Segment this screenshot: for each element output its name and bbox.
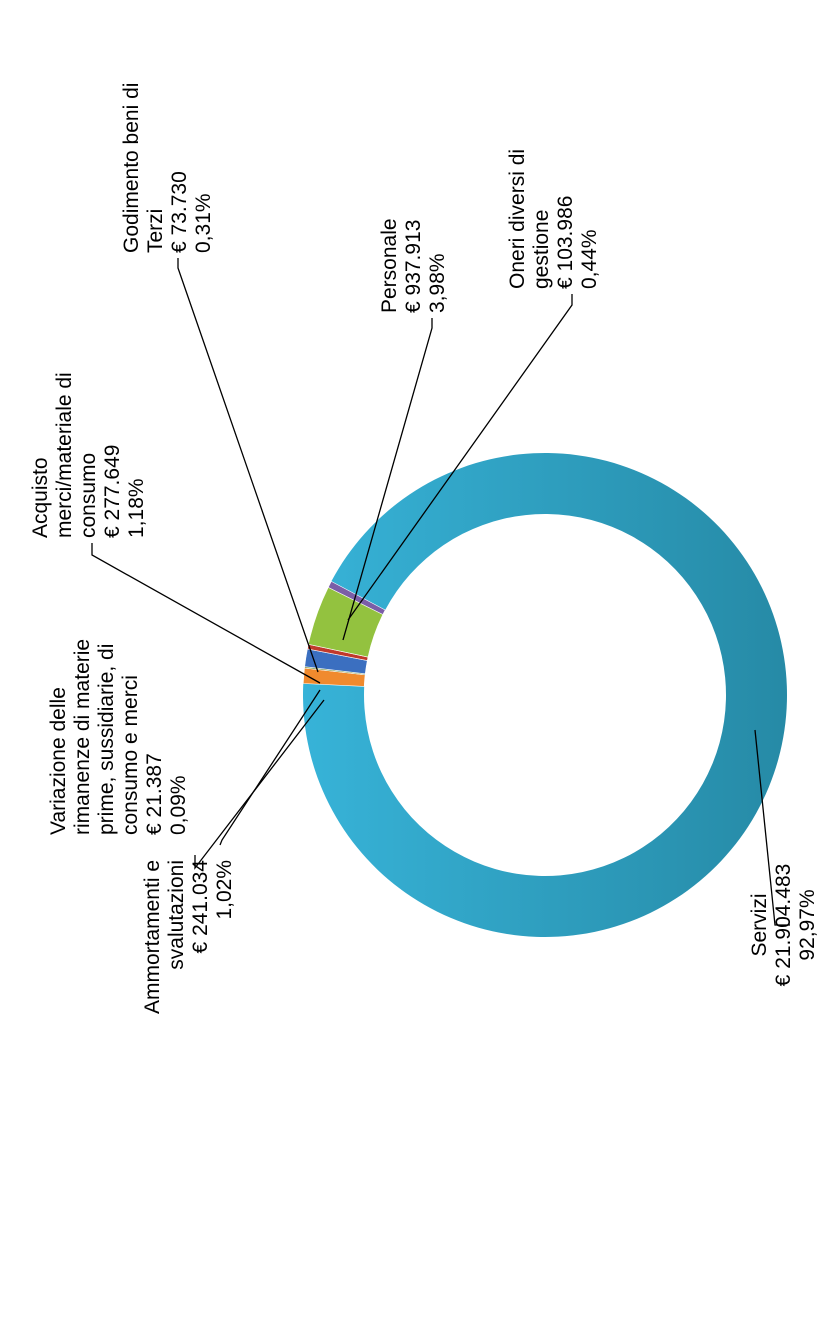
label-godimento: Godimento beni diTerzi€ 73.7300,31% xyxy=(120,83,215,253)
label-personale: Personale€ 937.9133,98% xyxy=(378,218,449,313)
label-ammortamenti: Ammortamenti esvalutazioni€ 241.0341,02% xyxy=(141,860,236,1014)
leader-godimento xyxy=(177,258,319,673)
donut-slices xyxy=(302,452,787,937)
label-variazione: Variazione dellerimanenze di materieprim… xyxy=(47,639,190,835)
label-servizi: Servizi€ 21.904.48392,97% xyxy=(748,864,819,987)
leader-personale xyxy=(342,318,433,641)
svg-text:Servizi€ 21.904.48392,97%: Servizi€ 21.904.48392,97% xyxy=(748,864,819,987)
label-oneri: Oneri diversi digestione€ 103.9860,44% xyxy=(506,149,601,289)
leader-servizi xyxy=(754,729,790,926)
svg-text:Personale€ 937.9133,98%: Personale€ 937.9133,98% xyxy=(378,218,449,313)
svg-text:Acquistomerci/materiale dicons: Acquistomerci/materiale diconsumo€ 277.6… xyxy=(29,372,148,538)
svg-text:Oneri diversi digestione€ 103.: Oneri diversi digestione€ 103.9860,44% xyxy=(506,149,601,289)
leader-ammortamenti xyxy=(194,699,325,870)
leader-variazione xyxy=(219,689,321,846)
slice-oneri xyxy=(327,580,386,615)
leader-acquisto xyxy=(91,543,321,684)
svg-text:Godimento beni diTerzi€ 73.730: Godimento beni diTerzi€ 73.7300,31% xyxy=(120,83,215,253)
label-acquisto: Acquistomerci/materiale diconsumo€ 277.6… xyxy=(29,372,148,538)
svg-text:Variazione dellerimanenze di m: Variazione dellerimanenze di materieprim… xyxy=(47,639,190,835)
leader-oneri xyxy=(347,294,573,621)
svg-text:Ammortamenti esvalutazioni€ 24: Ammortamenti esvalutazioni€ 241.0341,02% xyxy=(141,860,236,1014)
